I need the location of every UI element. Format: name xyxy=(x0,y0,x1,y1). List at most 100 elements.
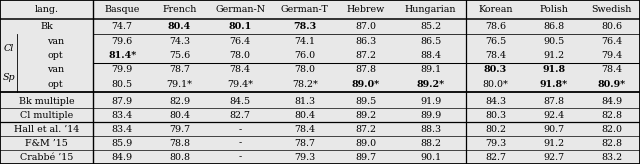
Text: 80.3: 80.3 xyxy=(484,65,507,74)
Text: 84.5: 84.5 xyxy=(230,97,251,106)
Text: 80.4: 80.4 xyxy=(294,111,316,120)
Text: 76.0: 76.0 xyxy=(294,51,316,60)
Text: 78.0: 78.0 xyxy=(230,51,251,60)
Text: 89.0: 89.0 xyxy=(355,139,376,148)
Text: 92.4: 92.4 xyxy=(543,111,564,120)
Text: 83.4: 83.4 xyxy=(111,111,133,120)
Text: 84.9: 84.9 xyxy=(111,153,133,162)
Text: 89.1: 89.1 xyxy=(420,65,441,74)
Text: 87.8: 87.8 xyxy=(543,97,564,106)
Text: 80.4: 80.4 xyxy=(169,111,190,120)
Text: 76.5: 76.5 xyxy=(485,37,506,45)
Text: 86.5: 86.5 xyxy=(420,37,441,45)
Text: 88.4: 88.4 xyxy=(420,51,441,60)
Text: Swedish: Swedish xyxy=(591,5,632,14)
Text: opt: opt xyxy=(47,51,63,60)
Text: 83.2: 83.2 xyxy=(601,153,622,162)
Text: 80.5: 80.5 xyxy=(111,80,133,89)
Text: 91.9: 91.9 xyxy=(420,97,441,106)
Text: 78.8: 78.8 xyxy=(169,139,190,148)
Text: 83.4: 83.4 xyxy=(111,125,133,134)
Text: 80.9*: 80.9* xyxy=(598,80,626,89)
Text: 91.8: 91.8 xyxy=(543,65,566,74)
Text: van: van xyxy=(47,65,64,74)
Text: 82.0: 82.0 xyxy=(601,125,622,134)
Text: 76.4: 76.4 xyxy=(230,37,251,45)
Text: Hungarian: Hungarian xyxy=(405,5,456,14)
Text: 78.4: 78.4 xyxy=(601,65,622,74)
Text: 79.1*: 79.1* xyxy=(166,80,193,89)
Text: 75.6: 75.6 xyxy=(169,51,190,60)
Text: 81.3: 81.3 xyxy=(294,97,316,106)
Text: Hall et al. ’14: Hall et al. ’14 xyxy=(14,125,79,134)
Text: 80.0*: 80.0* xyxy=(483,80,509,89)
Text: 74.3: 74.3 xyxy=(169,37,190,45)
Text: 78.7: 78.7 xyxy=(169,65,190,74)
Text: Bk: Bk xyxy=(40,22,53,31)
Text: 78.7: 78.7 xyxy=(294,139,316,148)
Text: German-T: German-T xyxy=(281,5,329,14)
Text: 79.4: 79.4 xyxy=(601,51,622,60)
Text: 91.8*: 91.8* xyxy=(540,80,568,89)
Text: 84.9: 84.9 xyxy=(601,97,622,106)
Text: 89.7: 89.7 xyxy=(355,153,376,162)
Text: 79.9: 79.9 xyxy=(111,65,133,74)
Text: 89.2*: 89.2* xyxy=(417,80,445,89)
Text: 82.9: 82.9 xyxy=(169,97,190,106)
Text: French: French xyxy=(163,5,196,14)
Text: 87.2: 87.2 xyxy=(355,125,376,134)
Text: Bk multiple: Bk multiple xyxy=(19,97,74,106)
Text: 78.6: 78.6 xyxy=(485,22,506,31)
Text: 79.3: 79.3 xyxy=(485,139,506,148)
Text: 79.3: 79.3 xyxy=(294,153,316,162)
Text: Cl multiple: Cl multiple xyxy=(20,111,74,120)
Text: 85.2: 85.2 xyxy=(420,22,441,31)
Text: 78.4: 78.4 xyxy=(294,125,316,134)
Text: 80.3: 80.3 xyxy=(485,111,506,120)
Text: 87.2: 87.2 xyxy=(355,51,376,60)
Text: 82.8: 82.8 xyxy=(601,111,622,120)
Text: 89.5: 89.5 xyxy=(355,97,376,106)
Text: van: van xyxy=(47,37,64,45)
Text: 90.7: 90.7 xyxy=(543,125,564,134)
Text: 78.4: 78.4 xyxy=(230,65,251,74)
Text: 78.0: 78.0 xyxy=(294,65,316,74)
Text: 78.2*: 78.2* xyxy=(292,80,317,89)
Text: Sp: Sp xyxy=(3,73,15,82)
Text: 85.9: 85.9 xyxy=(111,139,133,148)
Text: -: - xyxy=(239,125,242,134)
Text: Crabbé ’15: Crabbé ’15 xyxy=(20,153,74,162)
Text: 90.5: 90.5 xyxy=(543,37,564,45)
Text: 82.7: 82.7 xyxy=(230,111,251,120)
Text: lang.: lang. xyxy=(35,5,59,14)
Text: 80.4: 80.4 xyxy=(168,22,191,31)
Text: opt: opt xyxy=(47,80,63,89)
Text: 86.3: 86.3 xyxy=(355,37,376,45)
Text: 79.4*: 79.4* xyxy=(227,80,253,89)
Text: 82.8: 82.8 xyxy=(601,139,622,148)
Text: 84.3: 84.3 xyxy=(485,97,506,106)
Text: 88.3: 88.3 xyxy=(420,125,441,134)
Text: 79.7: 79.7 xyxy=(169,125,190,134)
Text: 78.3: 78.3 xyxy=(293,22,316,31)
Text: 87.0: 87.0 xyxy=(355,22,376,31)
Text: 82.7: 82.7 xyxy=(485,153,506,162)
Text: Korean: Korean xyxy=(478,5,513,14)
Text: 78.4: 78.4 xyxy=(485,51,506,60)
Text: 88.2: 88.2 xyxy=(420,139,441,148)
Text: -: - xyxy=(239,139,242,148)
Text: -: - xyxy=(239,153,242,162)
Text: 92.7: 92.7 xyxy=(543,153,564,162)
Text: 80.2: 80.2 xyxy=(485,125,506,134)
Text: Basque: Basque xyxy=(104,5,140,14)
Text: 74.7: 74.7 xyxy=(112,22,132,31)
Text: 74.1: 74.1 xyxy=(294,37,316,45)
Text: 80.8: 80.8 xyxy=(169,153,190,162)
Text: 89.2: 89.2 xyxy=(355,111,376,120)
Text: 76.4: 76.4 xyxy=(601,37,622,45)
Text: 80.6: 80.6 xyxy=(601,22,622,31)
Text: Hebrew: Hebrew xyxy=(347,5,385,14)
Text: F&M ’15: F&M ’15 xyxy=(25,139,68,148)
Text: 79.6: 79.6 xyxy=(111,37,133,45)
Text: 89.9: 89.9 xyxy=(420,111,441,120)
